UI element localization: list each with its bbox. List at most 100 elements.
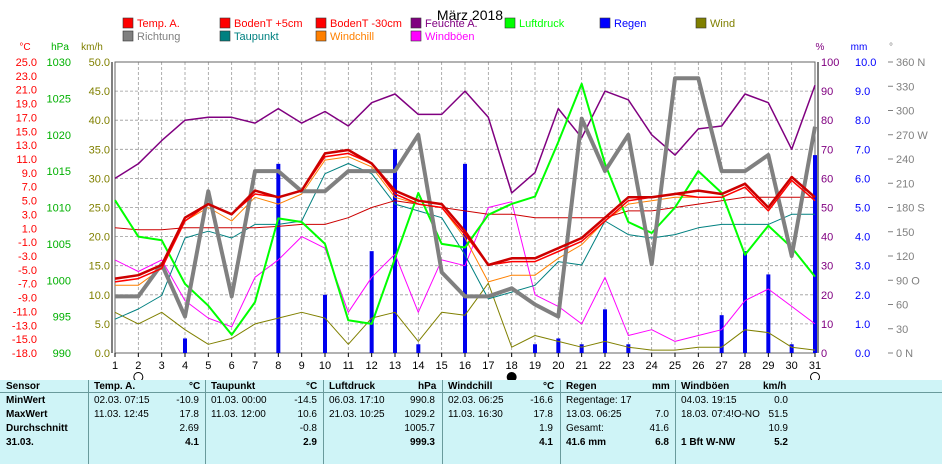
rain-bar xyxy=(766,274,771,353)
wind-tick-label: 25.0 xyxy=(89,203,110,215)
luftdruck-value: 990.8 xyxy=(409,395,435,406)
legend-swatch xyxy=(315,30,327,42)
legend-swatch xyxy=(410,17,422,29)
chart-title: März 2018 xyxy=(437,7,503,23)
direction-tick-label: 240 xyxy=(896,154,914,166)
pressure-unit: hPa xyxy=(51,42,69,53)
windchill-value: 17.8 xyxy=(533,409,553,420)
legend-swatch xyxy=(695,17,707,29)
rain-tick-label: 2.0 xyxy=(855,290,870,302)
pressure-tick-label: 1020 xyxy=(47,130,71,142)
luftdruck-value: 999.3 xyxy=(409,437,435,448)
humidity-tick-label: 80 xyxy=(821,115,833,127)
legend-swatch xyxy=(410,30,422,42)
rain-bars xyxy=(183,149,817,353)
temp-tick-label: -11.0 xyxy=(13,306,37,318)
wind-tick-label: 10.0 xyxy=(89,290,110,302)
humidity-tick-label: 40 xyxy=(821,232,833,244)
row-label: MaxWert xyxy=(6,409,48,420)
x-axis-labels: 1 2 3 4 5 6 7 8 9 10 11 12 13 14 15 16 17 18 19 20 21 22 23 24 2… xyxy=(112,353,821,372)
rain-unit: mm xyxy=(851,42,868,53)
header-luftdruck: Luftdruck xyxy=(329,381,376,392)
direction-tick-label: 90 O xyxy=(896,275,920,287)
x-tick-label: 18 xyxy=(506,360,518,372)
temp-value: 17.8 xyxy=(179,409,199,420)
x-tick-label: 30 xyxy=(786,360,798,372)
x-tick-label: 13 xyxy=(389,360,401,372)
windchill-value: 4.1 xyxy=(539,437,553,448)
rain-bar xyxy=(556,338,561,353)
x-tick-label: 6 xyxy=(229,360,235,372)
rain-tick-label: 4.0 xyxy=(855,232,870,244)
temp-value: 2.69 xyxy=(179,423,199,434)
humidity-tick-label: 10 xyxy=(821,319,833,331)
temp-tick-label: 21.0 xyxy=(16,85,37,97)
full-moon-marker xyxy=(133,372,144,380)
humidity-tick-label: 50 xyxy=(821,203,833,215)
wind-tick-label: 35.0 xyxy=(89,144,110,156)
x-tick-label: 9 xyxy=(299,360,305,372)
rain-bar xyxy=(183,338,187,353)
regen-value: 6.8 xyxy=(655,437,669,448)
wind-tick-label: 50.0 xyxy=(89,57,110,69)
legend-label: BodenT -30cm xyxy=(330,18,402,30)
header-luftdruck-unit: hPa xyxy=(418,381,437,392)
weather-chart: März 2018 Temp. A. BodenT +5cm BodenT -30c… xyxy=(12,7,928,380)
header-regen-unit: mm xyxy=(652,381,670,392)
pressure-tick-label: 995 xyxy=(53,312,71,324)
row-label: 31.03. xyxy=(6,437,34,448)
rain-bar xyxy=(603,309,607,353)
stats-table: Sensor Temp. A. °C Taupunkt °C Luftdruck… xyxy=(0,380,942,464)
moon-markers xyxy=(133,372,820,380)
direction-tick-label: 30 xyxy=(896,324,908,336)
regen-value: 41.6 xyxy=(649,423,669,434)
legend-label: Temp. A. xyxy=(137,18,180,30)
x-tick-label: 10 xyxy=(319,360,331,372)
axis-ticks: 25.0 23.0 21.0 19.017.0 15.0 13.0 11.0 9.0 7.0 5.… xyxy=(12,57,928,360)
x-tick-label: 24 xyxy=(646,360,658,372)
windchill-time: 11.03. 16:30 xyxy=(448,409,503,420)
series-luftdruck xyxy=(114,82,816,336)
rain-bar xyxy=(323,294,327,353)
header-temp-unit: °C xyxy=(189,381,201,392)
x-tick-label: 20 xyxy=(552,360,564,372)
legend: Temp. A. BodenT +5cm BodenT -30cm Feuchte A… xyxy=(122,17,735,43)
temp-time: 02.03. 07:15 xyxy=(94,395,150,406)
x-tick-label: 14 xyxy=(412,360,424,372)
header-windchill-unit: °C xyxy=(543,381,555,392)
row-label: MinWert xyxy=(6,395,46,406)
pressure-tick-label: 1030 xyxy=(47,57,71,69)
temp-tick-label: 9.0 xyxy=(22,168,37,180)
x-tick-label: 26 xyxy=(692,360,704,372)
legend-label: Wind xyxy=(710,18,735,30)
series-taupunkt xyxy=(114,163,815,320)
series-wind xyxy=(114,282,816,351)
regen-text: Regentage: 17 xyxy=(566,395,632,406)
luftdruck-value: 1005.7 xyxy=(404,423,435,434)
rain-tick-label: 1.0 xyxy=(855,319,870,331)
rain-tick-label: 0.0 xyxy=(855,348,870,360)
header-temp: Temp. A. xyxy=(94,381,136,392)
x-tick-label: 23 xyxy=(622,360,634,372)
x-tick-label: 21 xyxy=(576,360,588,372)
series-lines xyxy=(114,76,817,351)
windboeen-value: 51.5 xyxy=(768,409,788,420)
rain-tick-label: 3.0 xyxy=(855,261,870,273)
legend-swatch xyxy=(219,30,231,42)
temp-unit: °C xyxy=(19,42,30,53)
humidity-tick-label: 90 xyxy=(821,86,833,98)
header-taupunkt: Taupunkt xyxy=(211,381,256,392)
direction-tick-label: 180 S xyxy=(896,203,925,215)
direction-tick-label: 300 xyxy=(896,106,914,118)
full-moon-marker xyxy=(810,372,820,380)
header-regen: Regen xyxy=(566,381,597,392)
row-label: Durchschnitt xyxy=(6,423,68,434)
x-tick-label: 11 xyxy=(343,360,354,372)
legend-label: Windböen xyxy=(425,31,475,43)
legend-label: Luftdruck xyxy=(519,18,565,30)
humidity-tick-label: 0 xyxy=(821,348,827,360)
x-tick-label: 25 xyxy=(669,360,681,372)
x-tick-label: 22 xyxy=(599,360,611,372)
legend-swatch xyxy=(599,17,611,29)
rain-bar xyxy=(369,251,374,353)
